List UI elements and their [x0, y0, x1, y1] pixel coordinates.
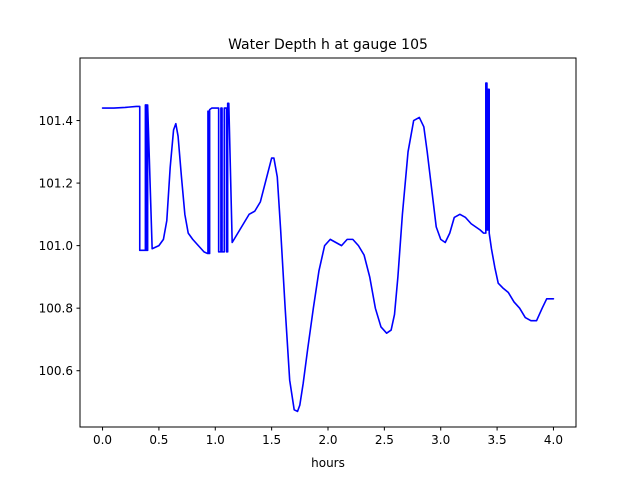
x-tick-label: 1.5 [262, 433, 281, 447]
y-axis: 100.6 100.8 101.0 101.2 101.4 [39, 114, 80, 378]
x-axis: 0.0 0.5 1.0 1.5 2.0 2.5 3.0 3.5 4.0 [93, 427, 563, 447]
plot-series-group [101, 82, 555, 413]
y-tick-label: 101.2 [39, 177, 73, 191]
x-tick-label: 0.0 [93, 433, 112, 447]
y-tick-label: 100.8 [39, 302, 73, 316]
series-line-1 [101, 82, 555, 413]
y-tick-label: 101.4 [39, 114, 73, 128]
x-tick-label: 4.0 [544, 433, 563, 447]
x-tick-label: 2.0 [318, 433, 337, 447]
chart-title: Water Depth h at gauge 105 [228, 37, 428, 53]
y-tick-label: 101.0 [39, 239, 73, 253]
x-tick-label: 1.0 [206, 433, 225, 447]
x-axis-label: hours [311, 456, 345, 470]
x-tick-label: 3.5 [488, 433, 507, 447]
x-tick-label: 0.5 [149, 433, 168, 447]
x-tick-label: 3.0 [431, 433, 450, 447]
x-tick-label: 2.5 [375, 433, 394, 447]
y-tick-label: 100.6 [39, 364, 73, 378]
